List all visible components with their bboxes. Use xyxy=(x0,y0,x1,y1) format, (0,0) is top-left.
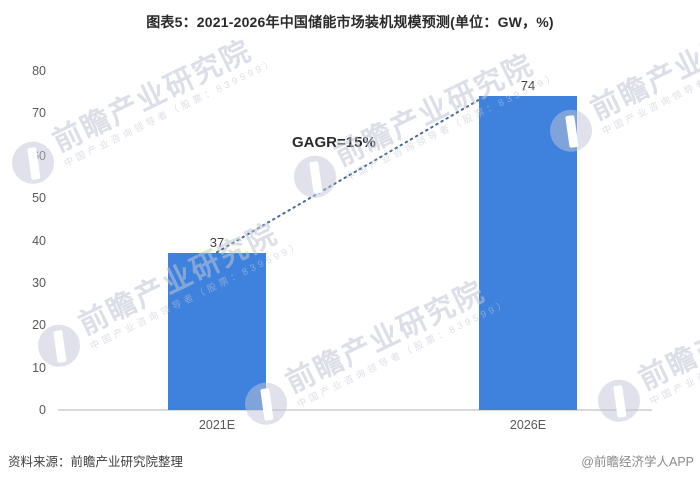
y-tick-label: 50 xyxy=(32,191,46,206)
y-tick-label: 80 xyxy=(32,64,46,78)
cagr-annotation: GAGR=15% xyxy=(292,134,376,151)
y-tick-label: 0 xyxy=(39,403,46,417)
y-axis: 0 10 20 30 40 50 60 70 80 xyxy=(0,0,46,483)
cagr-trend-dotted-line xyxy=(216,96,484,254)
bar-value-label-2021e: 37 xyxy=(209,235,225,251)
bar-value-label-2026e: 74 xyxy=(520,78,536,94)
y-tick-label: 40 xyxy=(32,233,46,248)
x-axis-line xyxy=(58,409,652,411)
bar-2021e xyxy=(168,253,266,410)
y-tick-label: 30 xyxy=(32,275,46,290)
y-tick-label: 60 xyxy=(32,148,46,163)
source-note: 资料来源：前瞻产业研究院整理 xyxy=(8,455,184,469)
y-tick-label: 70 xyxy=(32,106,46,121)
y-tick-label: 10 xyxy=(32,360,46,375)
x-axis-label-2026e: 2026E xyxy=(509,418,547,432)
bar-2026e xyxy=(479,96,577,410)
x-axis-label-2021e: 2021E xyxy=(198,418,236,432)
chart-title: 图表5：2021-2026年中国储能市场装机规模预测(单位：GW，%) xyxy=(146,14,554,30)
credit-note: @前瞻经济学人APP xyxy=(581,455,694,469)
y-tick-label: 20 xyxy=(32,318,46,333)
